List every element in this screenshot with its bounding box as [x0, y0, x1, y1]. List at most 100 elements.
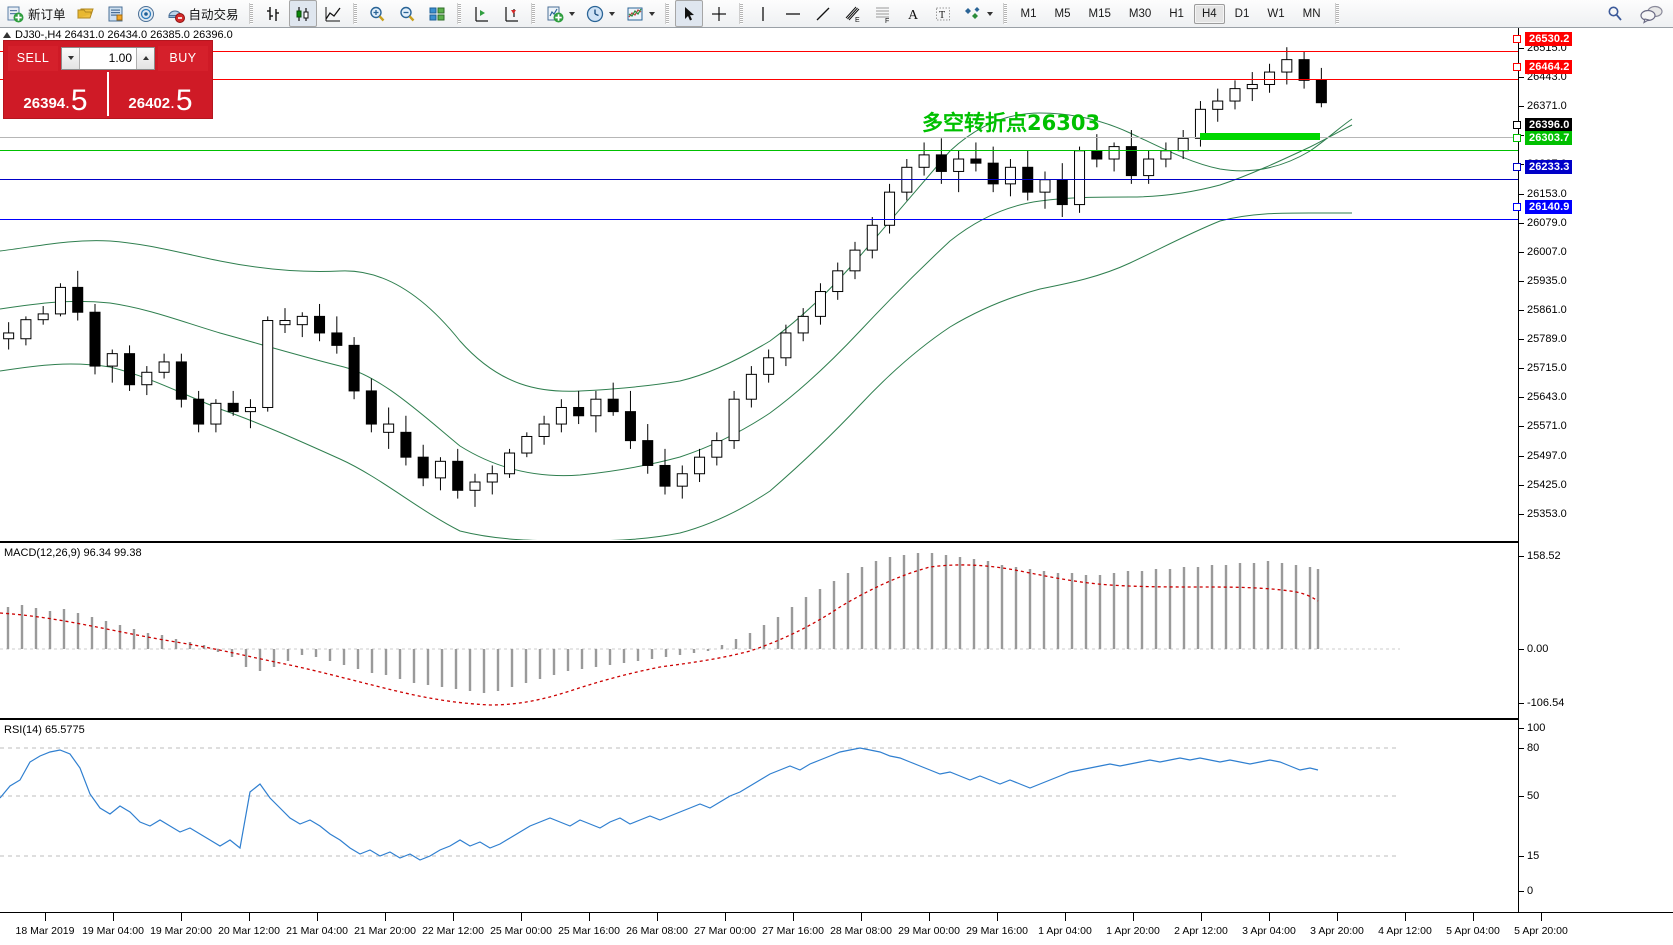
macd-chart-canvas[interactable]	[0, 545, 1518, 715]
timeframe-h4[interactable]: H4	[1193, 3, 1225, 24]
folder-button[interactable]	[72, 0, 100, 27]
tile-windows-button[interactable]	[423, 0, 451, 27]
price-line-handle[interactable]	[1513, 163, 1521, 171]
autotrading-button[interactable]: 自动交易	[162, 0, 243, 27]
price-line-handle[interactable]	[1513, 134, 1521, 142]
fibonacci-button[interactable]: F	[869, 0, 897, 27]
chat-icon[interactable]	[1639, 4, 1665, 24]
price-scale[interactable]: 26515.026443.026371.026299.026227.026153…	[1513, 28, 1673, 912]
candlestick-chart-button[interactable]	[288, 0, 317, 27]
shift-end-button[interactable]	[467, 0, 495, 27]
timeframe-mn[interactable]: MN	[1302, 7, 1321, 20]
period-button[interactable]	[581, 0, 619, 27]
price-scale-tick: 25715.0	[1519, 362, 1567, 374]
price-chart-canvas[interactable]: 多空转折点26303	[0, 41, 1518, 540]
time-scale-label: 19 Mar 04:00	[82, 925, 144, 937]
chevron-down-icon[interactable]	[648, 11, 655, 16]
chevron-down-icon[interactable]	[608, 11, 615, 16]
pane-separator-macd[interactable]	[0, 541, 1518, 543]
volume-increase-button[interactable]	[136, 47, 154, 69]
price-line-26233[interactable]	[0, 179, 1518, 180]
price-line-handle[interactable]	[1513, 121, 1521, 129]
sell-price-cell[interactable]: 26394 . 5	[4, 72, 109, 116]
bar-chart-button[interactable]	[259, 0, 287, 27]
chevron-down-icon[interactable]	[568, 11, 575, 16]
time-scale-tick	[657, 913, 658, 921]
timeframe-m15[interactable]: M15	[1088, 7, 1111, 20]
cursor-button[interactable]	[674, 0, 703, 27]
templates-button[interactable]	[621, 0, 659, 27]
time-scale[interactable]: 18 Mar 2019 19 Mar 04:00 19 Mar 20:00 20 Ma…	[0, 912, 1673, 945]
rsi-chart-canvas[interactable]	[0, 722, 1518, 912]
buy-button[interactable]: BUY	[158, 45, 208, 71]
time-scale-tick	[793, 913, 794, 921]
candle-body	[814, 291, 826, 317]
buy-price-cell[interactable]: 26402 . 5	[109, 72, 212, 116]
price-line-label[interactable]: 26233.3	[1525, 160, 1573, 174]
new-order-button[interactable]: 新订单	[1, 0, 70, 27]
signals-button[interactable]	[132, 0, 160, 27]
timeframe-w1[interactable]: W1	[1267, 7, 1285, 20]
candle-body	[1177, 137, 1189, 152]
price-line-label[interactable]: 26140.9	[1525, 200, 1573, 214]
time-scale-label: 1 Apr 04:00	[1038, 925, 1092, 937]
volume-stepper[interactable]: 1.00	[61, 46, 155, 70]
candle-body	[210, 402, 222, 425]
one-click-trading-panel[interactable]: SELL 1.00 BUY 26394 . 5 26402 . 5	[3, 40, 213, 119]
volume-input[interactable]: 1.00	[108, 50, 132, 65]
price-line-label[interactable]: 26396.0	[1525, 118, 1573, 132]
timeframe-d1[interactable]: D1	[1234, 7, 1250, 20]
zoom-in-button[interactable]	[363, 0, 391, 27]
price-line-handle[interactable]	[1513, 203, 1521, 211]
text-button[interactable]: A	[899, 0, 927, 27]
collapse-triangle-icon[interactable]	[3, 31, 11, 38]
zoom-out-button[interactable]	[393, 0, 421, 27]
crosshair-button[interactable]	[705, 0, 733, 27]
time-scale-tick	[45, 913, 46, 921]
price-line-handle[interactable]	[1513, 63, 1521, 71]
candlestick-series	[3, 47, 1327, 507]
bollinger-lower-band	[0, 212, 1352, 540]
price-line-handle[interactable]	[1513, 35, 1521, 43]
shapes-button[interactable]	[959, 0, 997, 27]
price-line-label[interactable]: 26530.2	[1525, 32, 1573, 46]
rsi-line	[0, 747, 1319, 861]
price-line-26464[interactable]	[0, 79, 1518, 80]
price-scale-tick: 25497.0	[1519, 450, 1567, 462]
price-line-26140[interactable]	[0, 219, 1518, 220]
annotation-text[interactable]: 多空转折点26303	[922, 111, 1101, 135]
sell-button[interactable]: SELL	[8, 45, 58, 71]
price-line-26303[interactable]	[0, 150, 1518, 151]
text-label-button[interactable]: T	[929, 0, 957, 27]
line-chart-button[interactable]	[319, 0, 347, 27]
candle-body	[72, 286, 84, 313]
price-line-26530[interactable]	[0, 51, 1518, 52]
search-icon[interactable]	[1605, 4, 1625, 24]
time-scale-tick	[1065, 913, 1066, 921]
timeframe-m5[interactable]: M5	[1054, 7, 1071, 20]
rsi-svg	[0, 747, 1400, 861]
add-indicator-button[interactable]	[541, 0, 579, 27]
chevron-down-icon[interactable]	[986, 11, 993, 16]
candle-body	[452, 460, 464, 491]
market-watch-button[interactable]	[102, 0, 130, 27]
equidistant-channel-button[interactable]: E	[839, 0, 867, 27]
support-zone-marker[interactable]	[1200, 133, 1320, 140]
timeframe-h1[interactable]: H1	[1169, 7, 1184, 20]
price-line-label[interactable]: 26303.7	[1525, 131, 1573, 145]
trendline-button[interactable]	[809, 0, 837, 27]
vertical-line-button[interactable]	[749, 0, 777, 27]
horizontal-line-button[interactable]	[779, 0, 807, 27]
time-scale-label: 28 Mar 08:00	[830, 925, 892, 937]
volume-decrease-button[interactable]	[62, 47, 80, 69]
price-line-label[interactable]: 26464.2	[1525, 60, 1573, 74]
time-scale-label: 25 Mar 00:00	[490, 925, 552, 937]
auto-scroll-button[interactable]	[497, 0, 525, 27]
candle-body	[1091, 150, 1103, 160]
timeframe-m1[interactable]: M1	[1020, 7, 1037, 20]
candle-body	[797, 315, 809, 334]
candle-body	[1160, 150, 1172, 160]
pane-separator-rsi[interactable]	[0, 718, 1518, 720]
candle-body	[434, 460, 446, 479]
timeframe-m30[interactable]: M30	[1128, 7, 1152, 20]
